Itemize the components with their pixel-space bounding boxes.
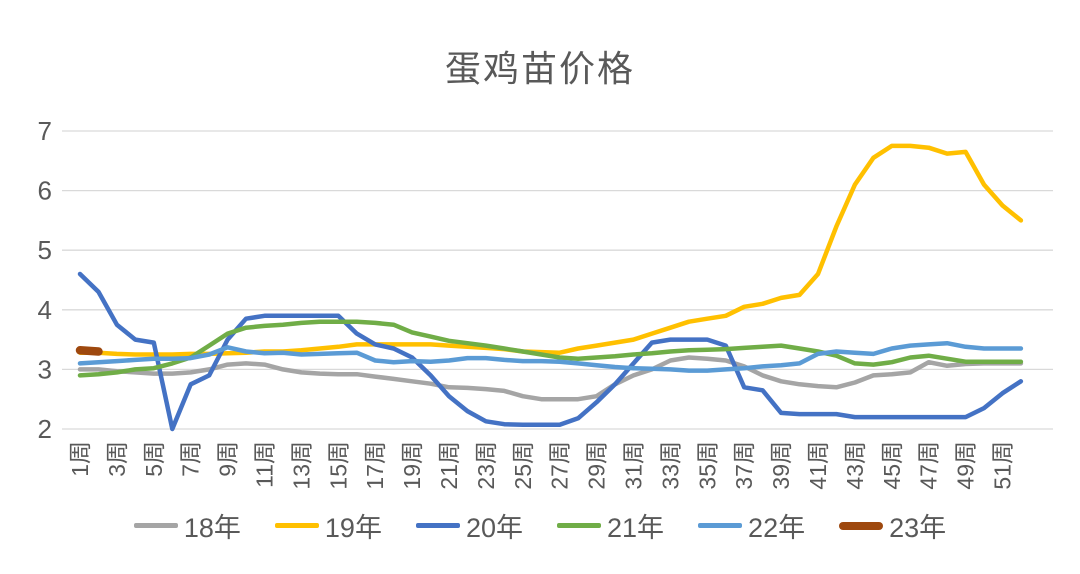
legend-label-21: 21年: [607, 513, 665, 543]
y-tick-2: 2: [38, 414, 52, 444]
legend-swatch-21: [557, 523, 601, 528]
x-tick-29周: 29周: [584, 441, 610, 490]
series-line-18年: [77, 355, 1024, 402]
legend-item-19: 19年: [274, 506, 382, 545]
legend-item-21: 21年: [557, 506, 664, 545]
x-tick-47周: 47周: [916, 441, 942, 490]
x-tick-13周: 13周: [288, 441, 314, 490]
x-tick-51周: 51周: [990, 441, 1016, 490]
x-tick-43周: 43周: [842, 441, 868, 490]
x-tick-3周: 3周: [104, 441, 130, 477]
x-tick-25周: 25周: [510, 441, 536, 490]
x-tick-23周: 23周: [473, 441, 499, 490]
series-line-21年: [77, 319, 1024, 378]
legend-label-22: 22年: [748, 513, 806, 543]
legend-item-18: 18年: [133, 506, 241, 545]
legend-item-22: 22年: [698, 506, 805, 545]
x-tick-33周: 33周: [657, 441, 683, 490]
x-tick-7周: 7周: [178, 441, 204, 477]
x-tick-5周: 5周: [141, 441, 167, 477]
legend-label-20: 20年: [465, 513, 523, 543]
legend-swatch-20: [415, 523, 460, 528]
legend-swatch-22: [698, 523, 743, 528]
series-line-19年: [77, 143, 1024, 357]
legend: 18年 19年 20年 21年 22年 23年: [0, 506, 1080, 545]
y-tick-5: 5: [38, 235, 52, 265]
x-tick-21周: 21周: [436, 441, 462, 490]
legend-label-19: 19年: [324, 513, 382, 543]
x-tick-27周: 27周: [547, 441, 573, 490]
x-tick-41周: 41周: [805, 441, 831, 490]
legend-swatch-19: [274, 523, 319, 528]
x-tick-15周: 15周: [325, 441, 351, 490]
x-tick-17周: 17周: [362, 441, 388, 490]
x-tick-35周: 35周: [694, 441, 720, 490]
y-tick-3: 3: [38, 354, 52, 384]
series-line-23年: [75, 346, 103, 356]
legend-item-20: 20年: [415, 506, 523, 545]
y-tick-4: 4: [38, 295, 52, 325]
y-tick-7: 7: [38, 116, 52, 146]
legend-swatch-23: [839, 521, 884, 530]
x-tick-11周: 11周: [252, 441, 278, 488]
x-tick-37周: 37周: [731, 441, 757, 490]
y-tick-6: 6: [38, 176, 52, 206]
legend-item-23: 23年: [839, 506, 946, 545]
legend-swatch-18: [133, 523, 178, 528]
x-tick-31周: 31周: [621, 441, 647, 490]
x-tick-39周: 39周: [768, 441, 794, 490]
x-tick-19周: 19周: [399, 441, 425, 490]
legend-label-23: 23年: [889, 513, 947, 543]
x-tick-1周: 1周: [67, 441, 93, 477]
x-tick-45周: 45周: [879, 441, 905, 490]
series-line-22年: [77, 340, 1024, 373]
x-tick-9周: 9周: [215, 441, 241, 477]
x-tick-49周: 49周: [953, 441, 979, 490]
legend-label-18: 18年: [183, 513, 241, 543]
chart-title: 蛋鸡苗价格: [444, 49, 635, 90]
